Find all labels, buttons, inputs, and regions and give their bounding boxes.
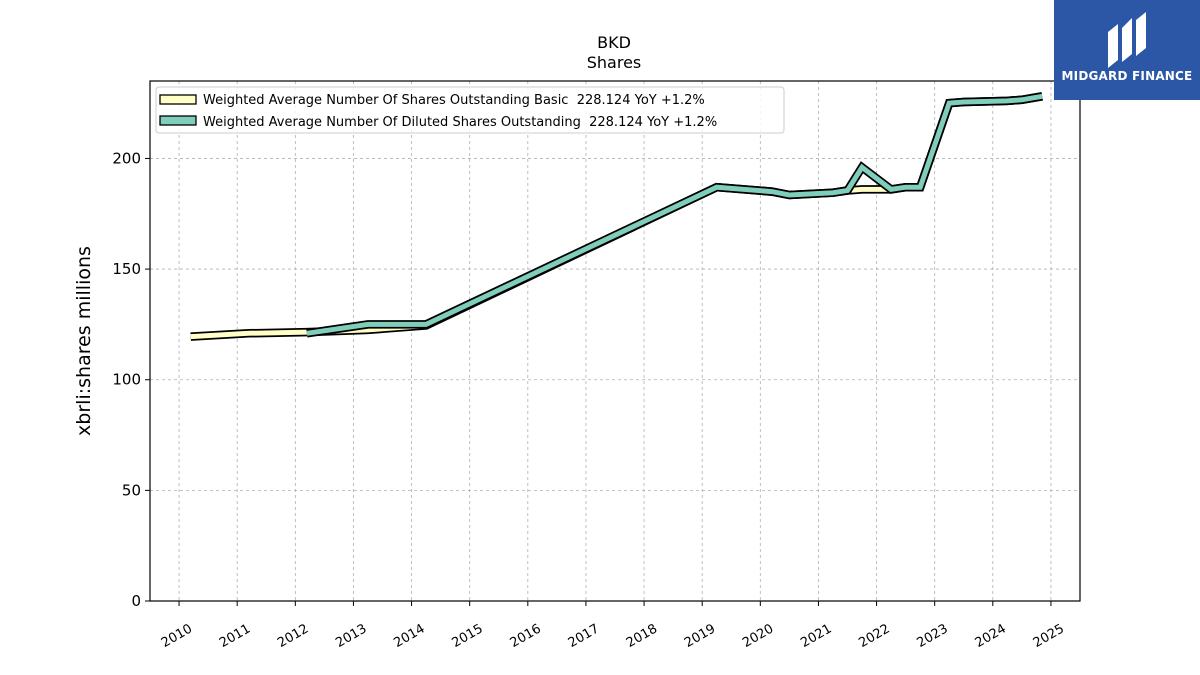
x-tick-label: 2025 xyxy=(1031,621,1067,651)
legend-label-basic: Weighted Average Number Of Shares Outsta… xyxy=(203,93,705,108)
y-axis: 0 50 100 150 200 xyxy=(112,149,150,610)
x-tick-label: 2022 xyxy=(856,621,892,651)
x-tick-label: 2018 xyxy=(624,621,660,651)
series-layer xyxy=(190,92,1043,341)
plot-frame xyxy=(149,80,1081,602)
x-tick-label: 2014 xyxy=(391,621,427,651)
x-tick-label: 2012 xyxy=(275,621,311,651)
x-tick-label: 2011 xyxy=(217,621,253,651)
x-axis: 2010 2011 2012 2013 2014 2015 2016 2017 2018 2019… xyxy=(159,601,1067,651)
y-tick-label: 150 xyxy=(112,260,141,278)
midgard-finance-logo: MIDGARD FINANCE xyxy=(1054,0,1200,100)
y-tick-label: 0 xyxy=(131,592,141,610)
chart-subtitle: Shares xyxy=(587,53,642,72)
x-tick-label: 2021 xyxy=(798,621,834,651)
x-tick-label: 2013 xyxy=(333,621,369,651)
legend-label-diluted: Weighted Average Number Of Diluted Share… xyxy=(203,115,717,130)
midgard-logo-icon xyxy=(1108,12,1146,68)
x-tick-label: 2017 xyxy=(566,621,602,651)
grid-lines xyxy=(150,81,1080,602)
legend: Weighted Average Number Of Shares Outsta… xyxy=(155,86,785,134)
series-line xyxy=(306,93,1043,336)
x-tick-label: 2023 xyxy=(915,621,951,651)
legend-box xyxy=(155,86,785,134)
y-axis-label: xbrli:shares millions xyxy=(73,246,95,436)
x-tick-label: 2010 xyxy=(159,621,195,651)
y-tick-label: 200 xyxy=(112,149,141,167)
x-tick-label: 2019 xyxy=(682,621,718,651)
chart-title: BKD xyxy=(597,33,631,52)
x-tick-label: 2015 xyxy=(450,621,486,651)
x-tick-label: 2016 xyxy=(508,621,544,651)
y-tick-label: 50 xyxy=(122,481,141,499)
logo-text: MIDGARD FINANCE xyxy=(1061,69,1193,83)
y-tick-label: 100 xyxy=(112,371,141,389)
series-1 xyxy=(306,92,1043,338)
x-tick-label: 2020 xyxy=(740,621,776,651)
legend-swatch-diluted xyxy=(159,115,197,126)
legend-swatch-basic xyxy=(159,94,197,105)
x-tick-label: 2024 xyxy=(973,621,1009,651)
